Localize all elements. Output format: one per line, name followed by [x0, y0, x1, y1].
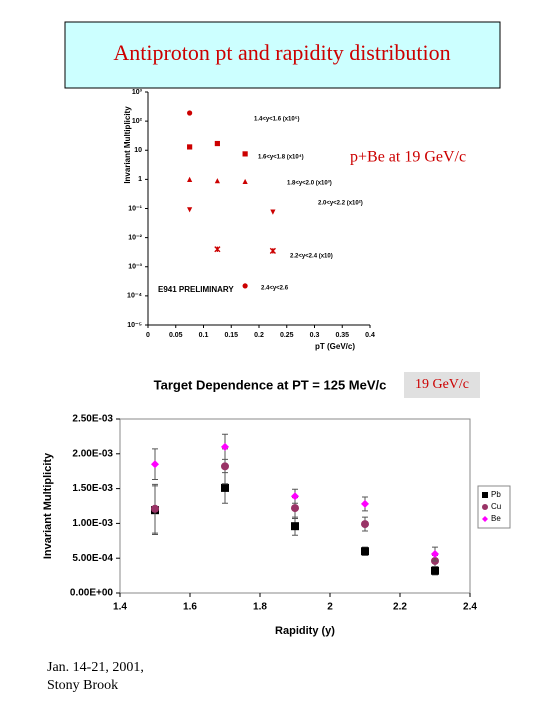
legend-label: Be	[491, 514, 501, 523]
x-tick-label: 0.1	[199, 332, 209, 339]
x-tick-label: 2.4	[463, 602, 477, 613]
marker	[431, 566, 439, 575]
x-axis-label: pT (GeV/c)	[315, 342, 355, 351]
marker	[361, 547, 369, 556]
slide-title: Antiproton pt and rapidity distribution	[113, 40, 450, 65]
series-label: 2.2<y<2.4 (x10)	[290, 254, 333, 260]
x-tick-label: 0.4	[365, 332, 375, 339]
marker	[482, 516, 488, 522]
marker	[214, 246, 221, 253]
y-tick-label: 1.00E-03	[72, 518, 113, 529]
marker	[221, 462, 229, 471]
marker	[187, 110, 193, 116]
y-axis-label: Invariant Multiplicity	[42, 452, 54, 559]
series-label: 1.6<y<1.8 (x10⁴)	[258, 155, 304, 161]
marker	[242, 178, 248, 185]
marker	[187, 207, 193, 213]
title-box	[64, 21, 501, 89]
x-tick-label: 0.15	[224, 332, 238, 339]
marker	[221, 483, 229, 492]
series-label: 1.8<y<2.0 (x10³)	[287, 180, 332, 187]
y-tick-label: 10⁻⁴	[127, 293, 142, 300]
footer-line: Stony Brook	[47, 678, 118, 693]
x-tick-label: 0.35	[335, 332, 349, 339]
marker	[151, 460, 159, 469]
x-tick-label: 0.05	[169, 332, 183, 339]
marker	[214, 178, 220, 184]
y-tick-label: 1	[138, 176, 142, 183]
marker	[361, 499, 369, 508]
y-tick-label: 10²	[132, 118, 143, 125]
marker	[242, 151, 248, 157]
marker	[270, 209, 276, 215]
marker	[151, 504, 159, 513]
annotation-box	[404, 372, 480, 398]
footer-line: Jan. 14-21, 2001,	[47, 660, 144, 675]
y-tick-label: 10⁻¹	[128, 205, 142, 212]
legend-label: Pb	[491, 490, 501, 499]
annotation: 19 GeV/c	[415, 377, 469, 392]
marker	[431, 550, 439, 559]
y-tick-label: 10⁻³	[128, 264, 142, 271]
series-label: 2.0<y<2.2 (x10²)	[318, 200, 363, 207]
chart-title: Target Dependence at PT = 125 MeV/c	[154, 377, 387, 392]
series-label: 2.4<y<2.6	[261, 286, 289, 292]
y-tick-label: 2.50E-03	[72, 414, 113, 425]
marker	[214, 140, 220, 147]
x-tick-label: 0.3	[310, 332, 320, 339]
marker	[269, 247, 276, 254]
x-tick-label: 0.2	[254, 332, 264, 339]
marker	[291, 492, 299, 501]
x-tick-label: 0.25	[280, 332, 294, 339]
marker	[361, 520, 369, 529]
y-axis-label: Invariant Multiplicity	[123, 106, 132, 184]
x-tick-label: 2.2	[393, 602, 407, 613]
y-tick-label: 5.00E-04	[72, 553, 113, 564]
marker	[242, 283, 248, 289]
annotation: p+Be at 19 GeV/c	[350, 149, 466, 166]
x-tick-label: 1.4	[113, 602, 127, 613]
marker	[187, 176, 193, 182]
x-tick-label: 1.6	[183, 602, 197, 613]
marker	[187, 144, 193, 150]
y-tick-label: 2.00E-03	[72, 448, 113, 459]
x-tick-label: 1.8	[253, 602, 267, 613]
marker	[482, 504, 488, 510]
y-tick-label: 10³	[132, 89, 143, 96]
annotation: E941 PRELIMINARY	[158, 285, 234, 294]
y-tick-label: 10⁻²	[128, 234, 142, 241]
marker	[291, 504, 299, 513]
x-tick-label: 0	[146, 332, 150, 339]
marker	[221, 442, 229, 451]
y-tick-label: 0.00E+00	[70, 588, 114, 599]
x-tick-label: 2	[327, 602, 333, 613]
marker	[482, 492, 488, 498]
series-label: 1.4<y<1.6 (x10⁵)	[254, 117, 300, 123]
y-tick-label: 1.50E-03	[72, 483, 113, 494]
y-tick-label: 10⁻⁵	[127, 322, 142, 329]
marker	[291, 522, 299, 531]
x-axis-label: Rapidity (y)	[275, 625, 335, 637]
y-tick-label: 10	[134, 147, 142, 154]
legend-label: Cu	[491, 502, 501, 511]
